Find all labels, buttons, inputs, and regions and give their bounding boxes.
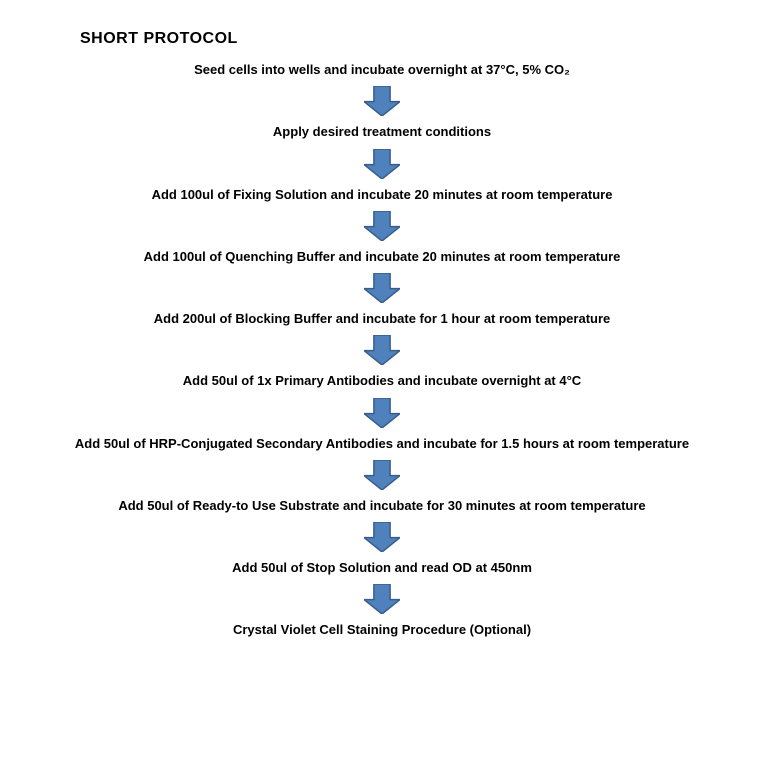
flowchart: Seed cells into wells and incubate overn… [40,62,724,639]
down-arrow-icon [364,86,400,116]
down-arrow-icon [364,584,400,614]
down-arrow-icon [364,211,400,241]
flow-step: Crystal Violet Cell Staining Procedure (… [233,622,531,638]
down-arrow-icon [364,460,400,490]
flow-step: Apply desired treatment conditions [273,124,491,140]
flow-step: Add 50ul of 1x Primary Antibodies and in… [183,373,581,389]
flow-step: Add 200ul of Blocking Buffer and incubat… [154,311,611,327]
flow-step: Add 50ul of HRP-Conjugated Secondary Ant… [75,436,689,452]
flow-step: Add 100ul of Fixing Solution and incubat… [152,187,613,203]
down-arrow-icon [364,522,400,552]
down-arrow-icon [364,149,400,179]
down-arrow-icon [364,273,400,303]
page-title: SHORT PROTOCOL [80,30,724,48]
protocol-page: SHORT PROTOCOL Seed cells into wells and… [0,0,764,659]
flow-step: Add 100ul of Quenching Buffer and incuba… [144,249,621,265]
flow-step: Add 50ul of Stop Solution and read OD at… [232,560,532,576]
down-arrow-icon [364,398,400,428]
flow-step: Add 50ul of Ready-to Use Substrate and i… [118,498,645,514]
down-arrow-icon [364,335,400,365]
flow-step: Seed cells into wells and incubate overn… [194,62,570,78]
